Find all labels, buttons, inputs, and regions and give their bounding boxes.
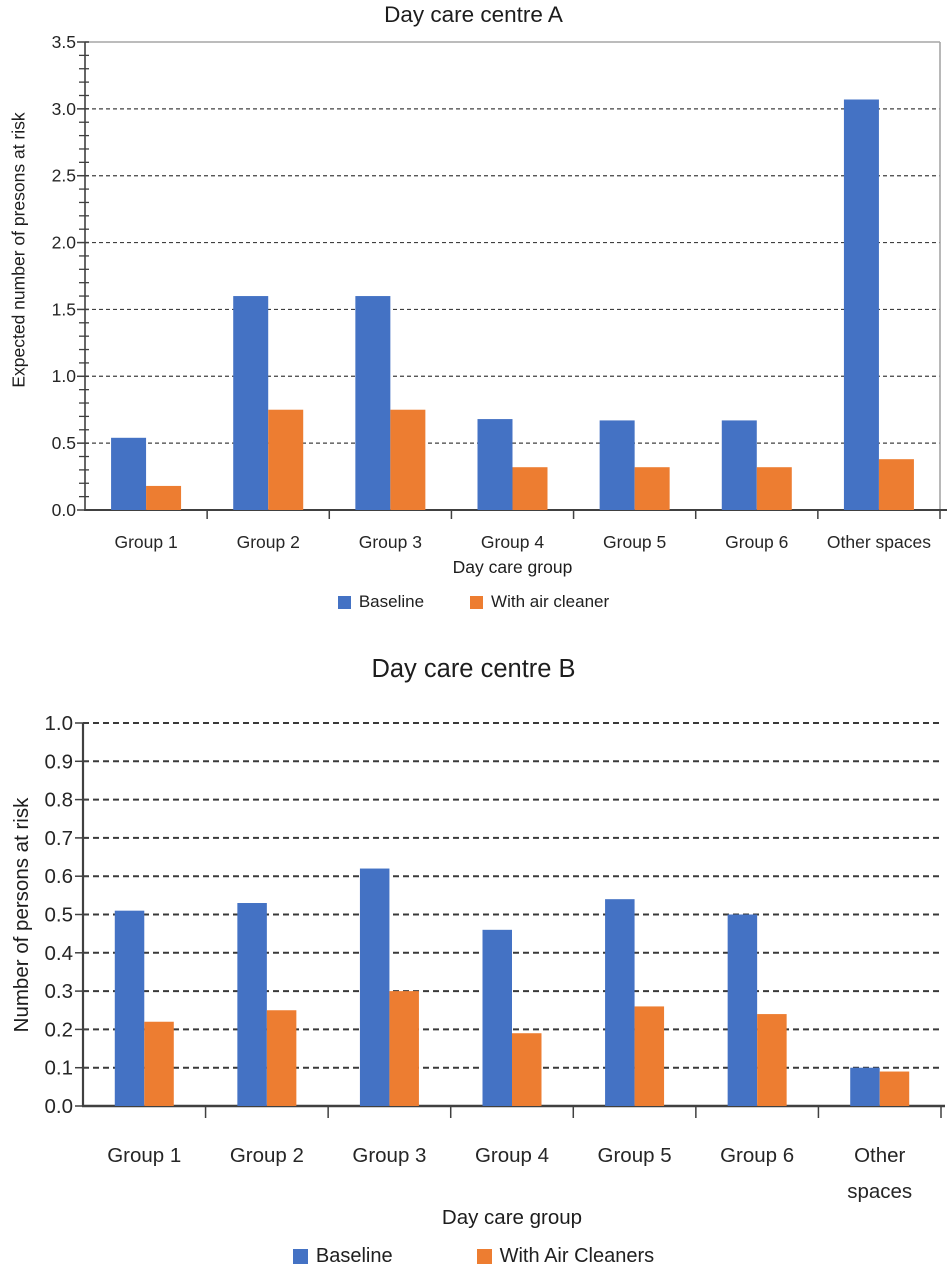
y-tick-label: 0.4	[45, 942, 74, 965]
y-tick-label: 1.0	[45, 712, 74, 735]
bar-baseline-group-2	[233, 296, 269, 510]
baseline-swatch	[292, 1249, 308, 1264]
chart-b-legend-air-cleaners: With Air Cleaners	[476, 1245, 655, 1268]
bar-baseline-group-6	[721, 420, 757, 510]
x-category-label: Group 3	[359, 532, 422, 552]
bar-with-air-cleaner-group-6	[756, 467, 792, 510]
y-tick-label: 0.3	[45, 980, 74, 1003]
y-tick-label: 0.8	[45, 789, 74, 812]
bar-with-air-cleaners-group-1	[144, 1021, 174, 1106]
chart-b-y-axis-label: Number of persons at risk	[10, 797, 33, 1033]
bar-baseline-group-5	[605, 899, 635, 1106]
bar-baseline-other-spaces	[843, 99, 879, 511]
y-tick-label: 3.0	[52, 99, 77, 119]
air-cleaner-swatch	[470, 595, 484, 609]
x-category-label: Group 6	[725, 532, 788, 552]
baseline-legend-label: Baseline	[315, 1245, 393, 1267]
x-category-label: Other spaces	[827, 532, 931, 552]
bar-baseline-group-1	[114, 910, 145, 1106]
bar-baseline-group-2	[237, 903, 267, 1106]
chart-b-legend-baseline: Baseline	[292, 1245, 393, 1268]
y-tick-label: 0.0	[52, 500, 77, 520]
y-tick-label: 0.0	[45, 1095, 74, 1118]
bar-baseline-group-3	[359, 868, 390, 1106]
bar-with-air-cleaners-group-6	[757, 1014, 787, 1106]
air-cleaners-legend-label: With Air Cleaners	[499, 1245, 655, 1267]
chart-a-y-axis-label: Expected number of presons at risk	[8, 112, 29, 388]
x-category-label: Group 1	[114, 532, 177, 552]
air-cleaners-swatch	[476, 1249, 492, 1264]
x-category-label: spaces	[847, 1180, 912, 1203]
bar-with-air-cleaner-group-4	[512, 467, 548, 510]
bar-baseline-group-4	[477, 419, 513, 510]
baseline-swatch	[337, 595, 351, 609]
y-tick-label: 1.5	[52, 299, 76, 319]
bar-baseline-group-4	[482, 929, 512, 1106]
chart-a-legend-baseline: Baseline	[337, 592, 425, 612]
bar-baseline-group-6	[727, 914, 758, 1106]
bar-baseline-group-5	[599, 420, 635, 510]
x-category-label: Group 5	[598, 1144, 672, 1167]
bar-with-air-cleaners-group-5	[634, 1006, 665, 1106]
y-tick-label: 1.0	[52, 366, 77, 386]
x-category-label: Group 2	[230, 1144, 304, 1167]
x-category-label: Group 3	[352, 1144, 426, 1167]
bar-with-air-cleaner-group-2	[268, 409, 304, 510]
x-category-label: Group 4	[475, 1144, 549, 1167]
chart-b-legend: Baseline With Air Cleaners	[0, 1245, 947, 1268]
x-category-label: Group 6	[720, 1144, 794, 1167]
y-tick-label: 3.5	[52, 32, 76, 52]
x-category-label: Group 2	[237, 532, 300, 552]
bar-baseline-group-3	[355, 296, 391, 510]
bar-baseline-other-spaces	[850, 1067, 880, 1106]
y-tick-label: 0.7	[45, 827, 74, 850]
y-tick-label: 0.2	[45, 1018, 74, 1041]
chart-a-title: Day care centre A	[384, 2, 563, 27]
bar-with-air-cleaner-group-1	[146, 485, 182, 510]
baseline-legend-label: Baseline	[358, 592, 425, 611]
bar-with-air-cleaners-other-spaces	[879, 1071, 910, 1106]
x-category-label: Group 4	[481, 532, 544, 552]
y-tick-label: 0.6	[45, 865, 74, 888]
x-category-label: Group 1	[107, 1144, 181, 1167]
bar-with-air-cleaner-group-5	[634, 467, 670, 510]
y-tick-label: 0.5	[45, 903, 74, 926]
x-category-label: Group 5	[603, 532, 666, 552]
y-tick-label: 0.5	[52, 433, 76, 453]
bar-with-air-cleaner-group-3	[390, 409, 426, 510]
bar-baseline-group-1	[111, 437, 147, 510]
y-tick-label: 0.1	[45, 1057, 74, 1080]
chart-a-x-axis-label: Day care group	[452, 557, 573, 577]
y-tick-label: 2.0	[52, 233, 77, 253]
chart-a-legend: Baseline With air cleaner	[0, 592, 947, 612]
y-tick-label: 0.9	[45, 750, 74, 773]
bar-with-air-cleaners-group-3	[389, 991, 419, 1106]
bar-with-air-cleaners-group-4	[512, 1033, 542, 1106]
chart-a-legend-air-cleaner: With air cleaner	[470, 592, 609, 612]
bar-with-air-cleaners-group-2	[266, 1010, 297, 1106]
bar-with-air-cleaner-other-spaces	[878, 459, 914, 510]
x-category-label: Other	[854, 1144, 905, 1167]
chart-b-title: Day care centre B	[371, 655, 576, 683]
air-cleaner-legend-label: With air cleaner	[491, 592, 610, 611]
y-tick-label: 2.5	[52, 166, 76, 186]
chart-b-x-axis-label: Day care group	[441, 1206, 583, 1229]
